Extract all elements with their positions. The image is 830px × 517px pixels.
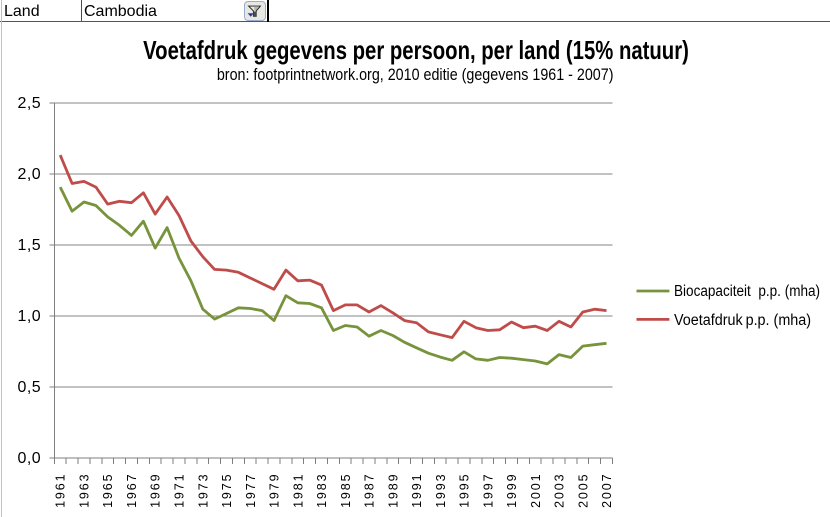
svg-text:1965: 1965: [101, 473, 115, 508]
svg-text:2005: 2005: [576, 473, 590, 508]
svg-text:1997: 1997: [481, 473, 495, 508]
svg-text:0,5: 0,5: [18, 379, 41, 396]
svg-text:1993: 1993: [434, 473, 448, 508]
svg-text:1973: 1973: [196, 473, 210, 508]
svg-text:1977: 1977: [244, 473, 258, 508]
svg-text:1995: 1995: [458, 473, 472, 508]
svg-text:1999: 1999: [505, 473, 519, 508]
svg-text:0,0: 0,0: [18, 450, 41, 467]
svg-text:1987: 1987: [363, 473, 377, 508]
svg-text:1,0: 1,0: [18, 308, 41, 325]
svg-text:1,5: 1,5: [18, 237, 41, 254]
svg-text:1975: 1975: [220, 473, 234, 508]
svg-text:1967: 1967: [125, 473, 139, 508]
svg-text:2007: 2007: [600, 473, 614, 508]
svg-text:1969: 1969: [149, 473, 163, 508]
svg-text:1971: 1971: [173, 473, 187, 508]
svg-text:1985: 1985: [339, 473, 353, 508]
svg-text:1961: 1961: [54, 473, 68, 508]
svg-text:1963: 1963: [78, 473, 92, 508]
svg-text:2001: 2001: [529, 473, 543, 508]
svg-text:2003: 2003: [553, 473, 567, 508]
svg-text:1991: 1991: [410, 473, 424, 508]
svg-text:1983: 1983: [315, 473, 329, 508]
svg-text:1981: 1981: [291, 473, 305, 508]
svg-text:2,5: 2,5: [18, 95, 41, 112]
svg-text:2,0: 2,0: [18, 166, 41, 183]
svg-text:1979: 1979: [268, 473, 282, 508]
svg-text:1989: 1989: [386, 473, 400, 508]
